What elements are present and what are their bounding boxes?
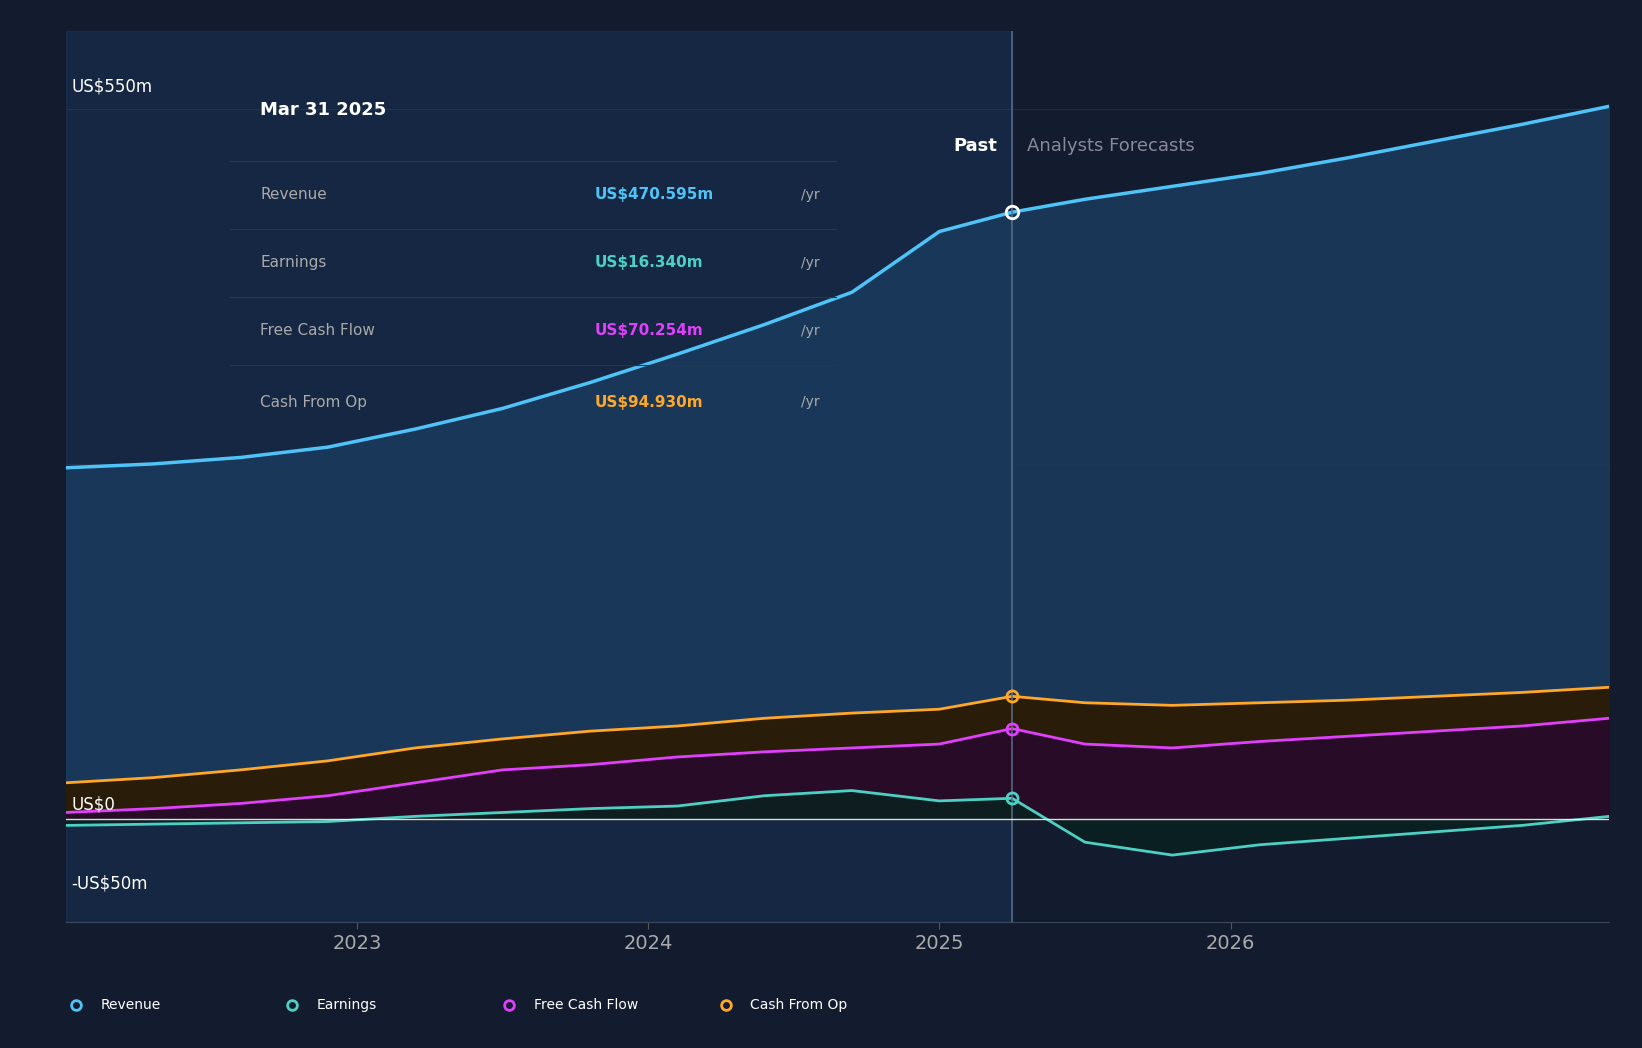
Text: /yr: /yr <box>801 324 819 337</box>
Text: Past: Past <box>954 137 998 155</box>
Text: US$16.340m: US$16.340m <box>594 256 703 270</box>
Text: US$550m: US$550m <box>72 78 153 96</box>
Text: Revenue: Revenue <box>100 998 161 1012</box>
Text: -US$50m: -US$50m <box>72 874 148 893</box>
Text: Cash From Op: Cash From Op <box>261 395 368 410</box>
Text: Mar 31 2025: Mar 31 2025 <box>261 101 386 118</box>
Text: Earnings: Earnings <box>261 256 327 270</box>
Text: US$94.930m: US$94.930m <box>594 395 703 410</box>
Text: /yr: /yr <box>801 256 819 269</box>
Bar <box>66 31 1011 922</box>
Text: /yr: /yr <box>801 395 819 410</box>
Text: Analysts Forecasts: Analysts Forecasts <box>1026 137 1194 155</box>
Text: US$0: US$0 <box>72 795 115 814</box>
Text: Free Cash Flow: Free Cash Flow <box>534 998 639 1012</box>
Text: Free Cash Flow: Free Cash Flow <box>261 323 374 339</box>
Text: Earnings: Earnings <box>317 998 378 1012</box>
Text: Revenue: Revenue <box>261 188 327 202</box>
Text: Cash From Op: Cash From Op <box>750 998 847 1012</box>
Text: /yr: /yr <box>801 188 819 202</box>
Text: US$470.595m: US$470.595m <box>594 188 714 202</box>
Text: US$70.254m: US$70.254m <box>594 323 703 339</box>
